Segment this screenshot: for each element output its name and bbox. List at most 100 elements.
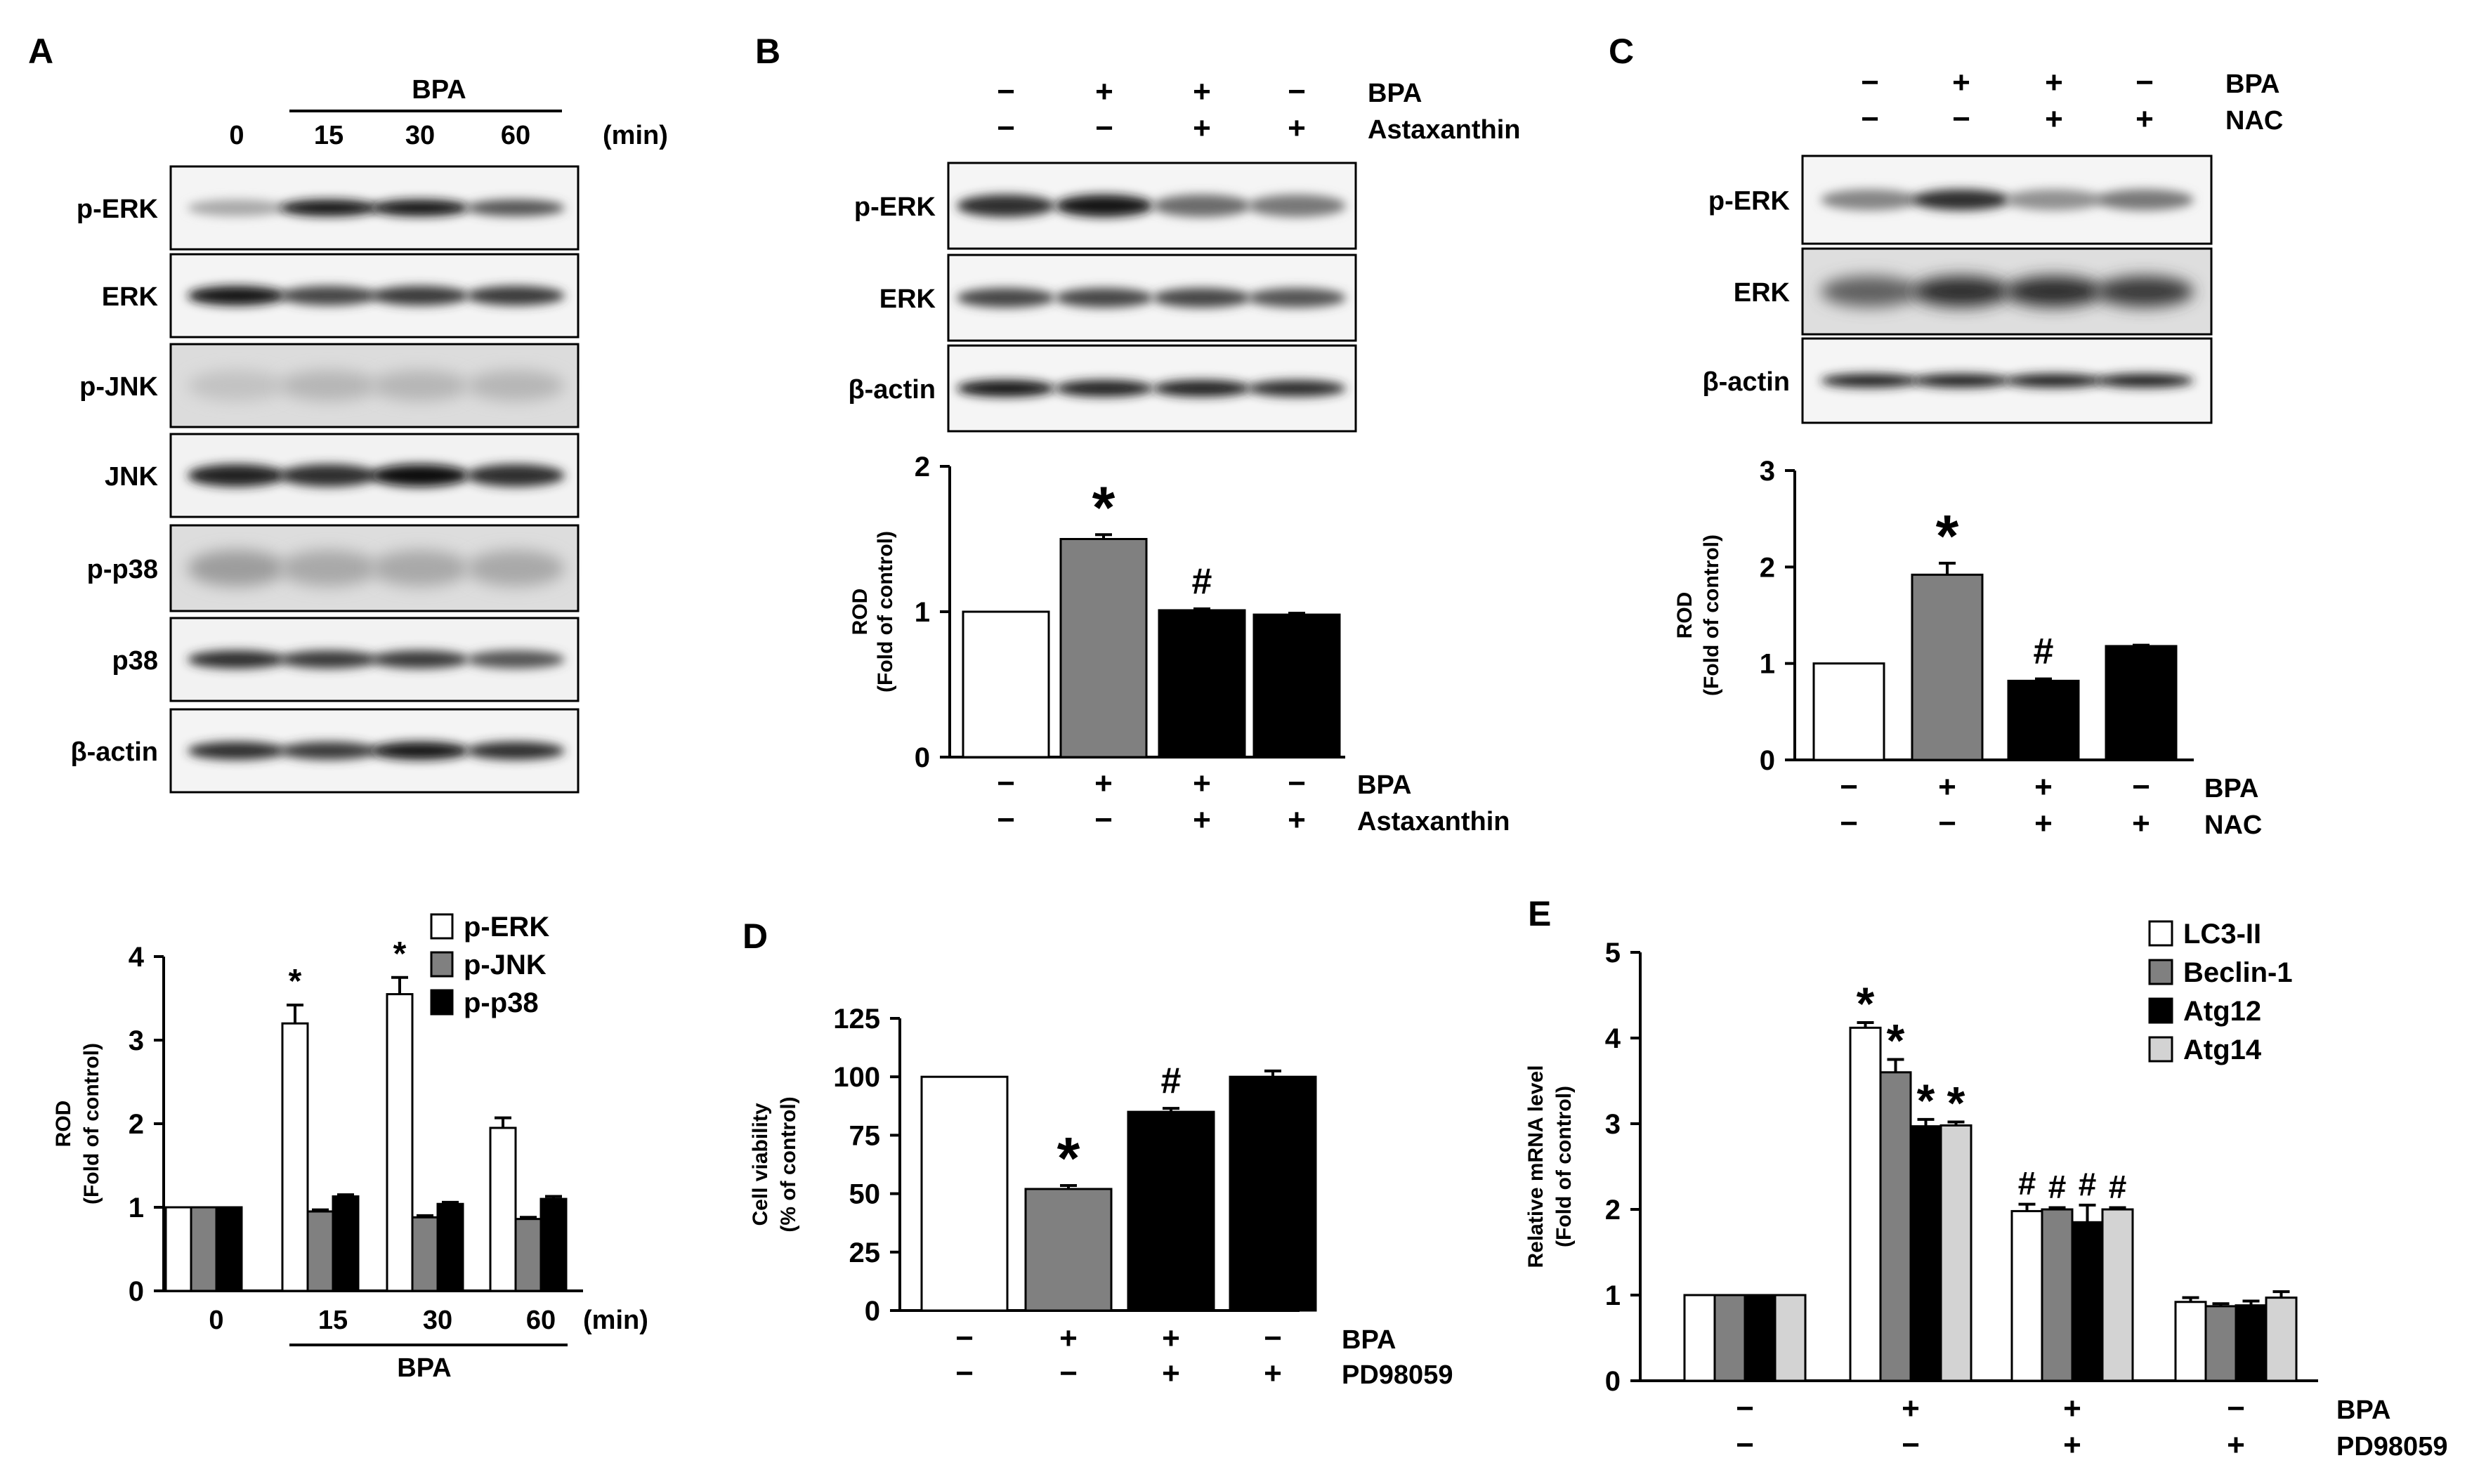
blot-band [371,742,469,760]
lane-label: 15 [314,121,344,150]
blot-band [466,370,565,401]
chart-d: 0 25 50 75 100 125 Cell viability (% of control… [749,1004,1453,1391]
header-treatment-label: BPA [412,75,466,105]
blot-band [2095,189,2194,211]
blot-label: p-JNK [79,372,158,402]
condition-sign: − [997,74,1015,109]
bar [1939,1124,1973,1382]
condition-sign: + [2045,102,2063,136]
blot-band [188,370,286,401]
condition-sign: − [1736,1391,1754,1426]
y-axis-label: (% of control) [777,1096,800,1232]
y-tick-label: 0 [865,1296,880,1327]
blot-band [2095,276,2194,307]
blot-band [2005,276,2103,307]
blot-label: β-actin [848,375,936,405]
blot-band [1821,189,1919,211]
significance-marker: # [2109,1169,2127,1205]
legend-label: p-JNK [464,950,547,980]
condition-sign: + [1902,1391,1920,1426]
blot-band [1153,195,1251,217]
bar [2105,645,2178,761]
panel-letter-c: C [1609,32,1634,71]
bar [920,1075,1009,1312]
lane-label: 30 [405,121,435,150]
condition-sign: + [2063,1428,2081,1462]
bar [2235,1304,2268,1382]
significance-marker: # [1192,561,1212,602]
blot-band [1248,288,1346,308]
condition-sign: + [1193,111,1211,145]
blot-band [280,550,378,586]
bar [489,1127,517,1292]
bar [164,1206,192,1292]
condition-sign: + [1952,65,1970,100]
bar [2041,1208,2074,1382]
blot-band [466,199,565,216]
panel-letter-d: D [742,917,768,956]
y-tick-label: 0 [915,742,930,773]
y-axis-label: ROD [52,1101,75,1148]
condition-sign: + [1938,770,1956,804]
condition-label: NAC [2204,810,2262,840]
bar [1683,1294,1716,1382]
blot-band [1912,276,2010,307]
condition-label: BPA [2204,774,2258,803]
condition-label: BPA [1357,770,1411,800]
condition-sign: + [2063,1391,2081,1426]
condition-sign: + [1059,1321,1078,1355]
bar [215,1206,243,1292]
condition-sign: + [1193,803,1211,837]
blot-band [1912,374,2010,388]
bar [2174,1301,2207,1382]
condition-sign: − [1264,1321,1282,1355]
blot-band [280,199,378,216]
condition-sign: + [1162,1356,1180,1391]
blot-band [1821,276,1919,307]
blot-label: p-ERK [854,192,936,222]
condition-sign: + [2045,65,2063,100]
bar [2007,679,2080,761]
condition-sign: + [2135,102,2154,136]
blot-band [188,742,286,760]
y-tick-label: 3 [1605,1109,1621,1140]
condition-label: BPA [1368,79,1422,108]
y-tick-label: 4 [129,942,145,973]
bar [962,610,1050,759]
y-tick-label: 75 [849,1120,881,1151]
bar [1024,1188,1113,1312]
blot-band [371,370,469,401]
blot-band [188,199,286,216]
condition-label: BPA [1342,1325,1396,1355]
bar [1879,1071,1912,1382]
y-tick-label: 1 [1605,1280,1621,1311]
condition-sign: + [1288,111,1306,145]
bar [2071,1221,2104,1382]
blot-band [1055,288,1153,308]
bar [1812,662,1885,761]
condition-sign: + [1264,1356,1282,1391]
y-tick-label: 50 [849,1179,881,1210]
condition-sign: − [1288,766,1306,801]
significance-marker: * [289,963,302,1000]
condition-sign: − [1861,65,1879,100]
chart-a: 0 1 2 3 4 ROD (Fold of control) * * 0 15 30 60 (min) B… [52,912,648,1383]
y-tick-label: 0 [129,1276,144,1307]
legend-label: LC3-II [2183,919,2261,950]
blot-band [280,742,378,760]
y-tick-label: 3 [129,1025,144,1056]
blot-band [466,464,565,487]
condition-sign: − [997,803,1015,837]
y-axis-label: Cell viability [749,1103,772,1226]
significance-marker: * [1947,1077,1965,1129]
blot-band [2005,374,2103,388]
y-axis-label: (Fold of control) [874,531,897,692]
legend-label: Beclin-1 [2183,957,2293,988]
blot-band [371,550,469,586]
blot-band [188,286,286,306]
panel-letter-b: B [755,32,780,71]
